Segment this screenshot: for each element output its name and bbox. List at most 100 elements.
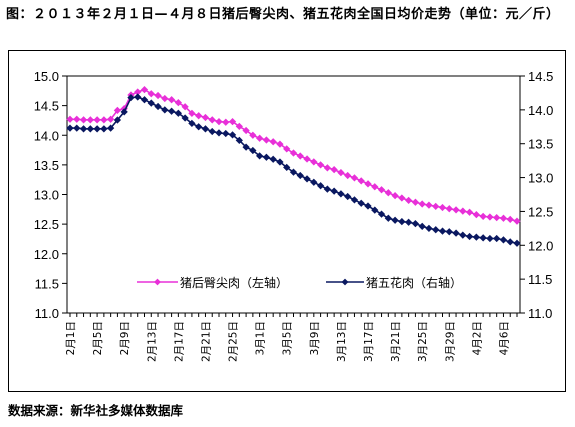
x-tick-label: 3月13日 xyxy=(336,321,348,362)
y-right-tick-label: 13.0 xyxy=(528,171,553,186)
series-2-point xyxy=(262,153,271,161)
series-1-point xyxy=(391,192,399,200)
x-tick-label: 2月5日 xyxy=(92,321,104,355)
series-1-point xyxy=(486,213,494,221)
series-1-point xyxy=(93,116,101,124)
series-1-point xyxy=(465,208,474,216)
series-2-point xyxy=(66,124,74,132)
y-right-tick-label: 12.0 xyxy=(528,238,553,253)
series-1-point xyxy=(296,152,304,160)
series-1-point xyxy=(181,103,189,111)
series-2-point xyxy=(215,129,223,137)
series-1-point xyxy=(479,212,487,221)
series-1-point xyxy=(235,122,243,130)
series-1-point xyxy=(79,116,88,124)
chart-frame xyxy=(8,50,566,392)
series-1-point xyxy=(499,214,508,222)
series-2-point xyxy=(465,232,474,241)
series-1-point xyxy=(472,211,480,219)
series-2-point xyxy=(269,155,277,163)
series-2-point xyxy=(425,224,433,232)
y-left-tick-label: 14.0 xyxy=(34,128,59,143)
series-2-point xyxy=(93,125,101,133)
series-2-point xyxy=(499,236,508,244)
series-2-point xyxy=(195,123,203,131)
y-left-tick-label: 11.0 xyxy=(35,306,59,321)
series-2-point xyxy=(113,116,122,124)
x-tick-label: 4月2日 xyxy=(471,321,483,355)
series-1-point xyxy=(344,171,352,180)
series-2-point xyxy=(120,108,128,116)
series-2-point xyxy=(127,94,135,102)
series-1-point xyxy=(459,207,467,215)
series-2-point xyxy=(479,234,487,242)
series-2-point xyxy=(438,227,447,235)
series-1-point xyxy=(276,140,284,148)
y-right-tick-label: 14.0 xyxy=(528,103,553,118)
series-1-point xyxy=(506,215,514,224)
series-1-point xyxy=(323,164,331,172)
series-1-point xyxy=(310,158,318,166)
series-2-point xyxy=(249,146,257,155)
series-2-point xyxy=(371,206,379,214)
series-2-point xyxy=(303,175,311,183)
series-2-point xyxy=(140,96,149,104)
series-1-point xyxy=(147,90,155,98)
series-2-point xyxy=(472,233,480,241)
series-1-point xyxy=(269,138,277,146)
x-tick-label: 3月25日 xyxy=(417,321,429,362)
series-2-point xyxy=(283,163,291,172)
series-2-point xyxy=(377,210,386,218)
series-2-point xyxy=(330,187,338,195)
series-1-point xyxy=(188,109,196,117)
series-1-point xyxy=(113,106,122,114)
series-1-point xyxy=(256,134,264,142)
x-tick-label: 3月17日 xyxy=(363,321,375,362)
series-2-point xyxy=(201,125,210,133)
legend-label-2: 猪五花肉（右轴） xyxy=(366,275,462,290)
series-1-point xyxy=(167,96,176,104)
series-2-point xyxy=(167,107,176,115)
legend-marker-1 xyxy=(154,278,161,286)
legend-label-1: 猪后臀尖肉（左轴） xyxy=(180,275,288,290)
y-left-tick-label: 11.5 xyxy=(35,276,59,291)
series-2-point xyxy=(134,93,142,101)
series-1-point xyxy=(228,117,237,126)
series-2-point xyxy=(188,119,196,128)
y-right-tick-label: 14.5 xyxy=(528,69,553,84)
series-1-point xyxy=(330,165,338,174)
series-2-point xyxy=(310,178,318,186)
x-tick-label: 2月9日 xyxy=(119,321,131,355)
x-tick-label: 3月29日 xyxy=(444,321,456,362)
series-1-point xyxy=(283,145,291,153)
y-left-tick-label: 12.0 xyxy=(34,247,59,262)
series-2-point xyxy=(445,228,453,236)
y-left-tick-label: 12.5 xyxy=(34,217,59,232)
series-2-point xyxy=(344,192,352,201)
series-1-point xyxy=(384,189,392,197)
series-1-point xyxy=(350,174,359,182)
x-tick-label: 2月1日 xyxy=(65,321,77,355)
x-tick-label: 3月1日 xyxy=(255,321,267,355)
series-1-point xyxy=(316,161,325,169)
series-2-point xyxy=(181,114,189,122)
series-1-point xyxy=(513,217,521,225)
y-left-tick-label: 13.5 xyxy=(34,158,59,173)
x-tick-label: 4月6日 xyxy=(498,321,510,355)
series-1-point xyxy=(73,115,81,123)
x-tick-label: 3月21日 xyxy=(390,321,402,362)
series-2-point xyxy=(242,143,250,151)
series-2-point xyxy=(296,171,304,180)
series-1-point xyxy=(438,203,447,212)
series-2-point xyxy=(337,190,345,198)
series-2-point xyxy=(154,102,162,111)
series-2-point xyxy=(405,218,413,226)
series-2-point xyxy=(222,129,230,138)
series-1-point xyxy=(398,194,406,202)
series-1-point xyxy=(425,201,433,209)
series-1-point xyxy=(357,177,365,185)
series-2-point xyxy=(418,222,426,230)
series-2-point xyxy=(398,217,406,226)
series-1-point xyxy=(100,116,108,124)
